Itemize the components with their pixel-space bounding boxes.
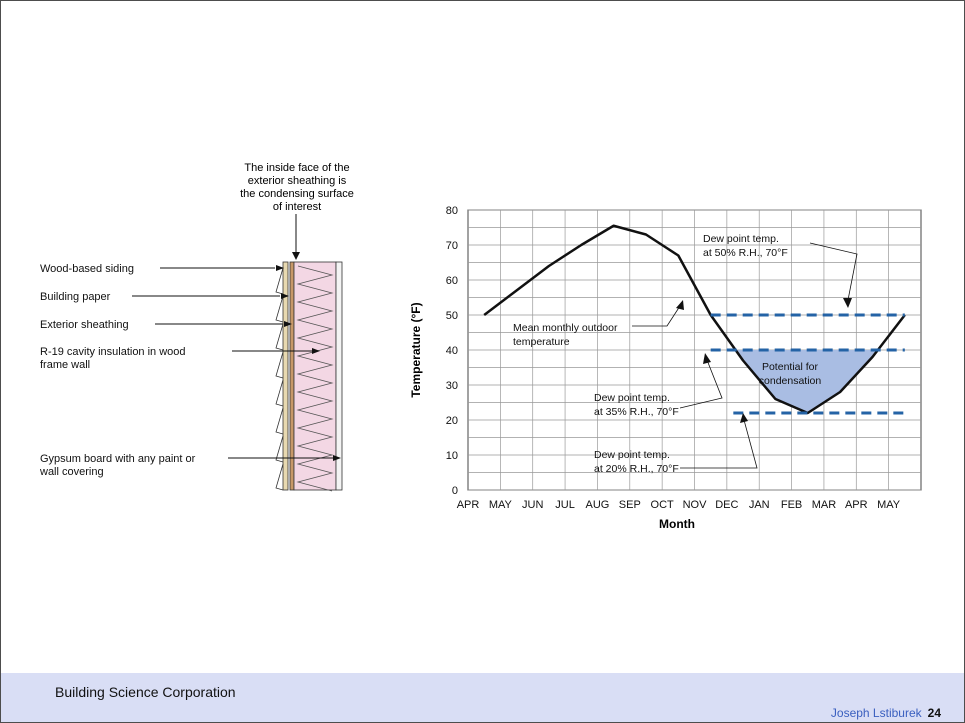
annotation-dew20: Dew point temp. (594, 449, 670, 461)
y-tick-label: 60 (446, 275, 458, 287)
x-tick-label: NOV (683, 499, 708, 511)
siding-board (275, 295, 284, 323)
siding-steps (275, 267, 284, 491)
x-axis-ticks: APR MAY JUN JUL AUG SEP OCT NOV DEC JAN FEB MAR APR M… (457, 499, 901, 511)
annotation-mean: Mean monthly outdoor (513, 322, 618, 334)
label-insulation: R-19 cavity insulation in wood (40, 346, 186, 358)
footer-author-name: Joseph Lstiburek (830, 706, 922, 720)
x-tick-label: MAY (877, 499, 901, 511)
y-axis-label: Temperature (°F) (409, 302, 423, 397)
insulation-zigzag (296, 265, 334, 492)
x-tick-label: JUL (555, 499, 575, 511)
x-axis-label: Month (659, 517, 695, 531)
chart-grid (467, 209, 922, 491)
y-tick-label: 30 (446, 380, 458, 392)
y-tick-label: 40 (446, 345, 458, 357)
annotation-dew50: Dew point temp. (703, 233, 779, 245)
annotation-dew35: Dew point temp. (594, 392, 670, 404)
label-insulation-2: frame wall (40, 359, 90, 371)
siding-board (275, 351, 284, 379)
insulation-layer (293, 261, 337, 491)
x-tick-label: FEB (781, 499, 802, 511)
siding-board (275, 407, 284, 435)
wall-section-diagram: The inside face of the exterior sheathin… (39, 162, 354, 492)
y-axis-ticks: 0 10 20 30 40 50 60 70 80 (446, 205, 458, 497)
x-tick-label: OCT (651, 499, 675, 511)
siding-board (275, 463, 284, 491)
x-tick-label: APR (845, 499, 868, 511)
annotation-dew50: at 50% R.H., 70°F (703, 247, 788, 259)
annotation-condensation: Potential for (762, 361, 819, 373)
x-tick-label: MAY (489, 499, 513, 511)
siding-board (275, 267, 284, 295)
footer-bar (1, 673, 964, 722)
x-tick-label: MAR (812, 499, 837, 511)
top-label-line: the condensing surface (240, 188, 354, 200)
siding-board (275, 323, 284, 351)
label-exterior-sheathing: Exterior sheathing (40, 319, 129, 331)
footer-author: Joseph Lstiburek 24 (831, 706, 941, 720)
top-label-line: of interest (273, 201, 321, 213)
x-tick-label: APR (457, 499, 480, 511)
x-tick-label: JAN (749, 499, 770, 511)
sheathing-layer (289, 261, 295, 491)
x-tick-label: JUN (522, 499, 543, 511)
dew-point-chart: 0 10 20 30 40 50 60 70 80 APR MAY JUN JUL AUG SEP OCT N… (409, 205, 922, 531)
top-label-line: The inside face of the (244, 162, 349, 174)
y-tick-label: 0 (452, 485, 458, 497)
x-tick-label: DEC (715, 499, 738, 511)
x-tick-label: AUG (586, 499, 610, 511)
siding-board (275, 435, 284, 463)
top-label: The inside face of the exterior sheathin… (240, 162, 354, 260)
label-building-paper: Building paper (40, 291, 111, 303)
siding-layer (282, 261, 289, 491)
y-tick-label: 70 (446, 240, 458, 252)
annotation-condensation: condensation (759, 375, 822, 387)
series-line-mean (483, 224, 906, 415)
chart-annotations: Dew point temp. at 50% R.H., 70°F Mean m… (513, 233, 858, 475)
chart-series (483, 224, 906, 415)
top-label-line: exterior sheathing is (248, 175, 347, 187)
x-tick-label: SEP (619, 499, 641, 511)
annotation-mean: temperature (513, 336, 570, 348)
annotation-dew20: at 20% R.H., 70°F (594, 463, 679, 475)
y-tick-label: 20 (446, 415, 458, 427)
condensation-area (735, 350, 878, 413)
y-tick-label: 10 (446, 450, 458, 462)
footer-org: Building Science Corporation (55, 684, 236, 700)
label-siding: Wood-based siding (40, 263, 134, 275)
label-gypsum: Gypsum board with any paint or (40, 453, 196, 465)
gypsum-layer (335, 261, 343, 491)
y-tick-label: 50 (446, 310, 458, 322)
label-gypsum-2: wall covering (39, 466, 104, 478)
annotation-dew35: at 35% R.H., 70°F (594, 406, 679, 418)
y-tick-label: 80 (446, 205, 458, 217)
siding-board (275, 379, 284, 407)
page-number: 24 (927, 706, 941, 720)
